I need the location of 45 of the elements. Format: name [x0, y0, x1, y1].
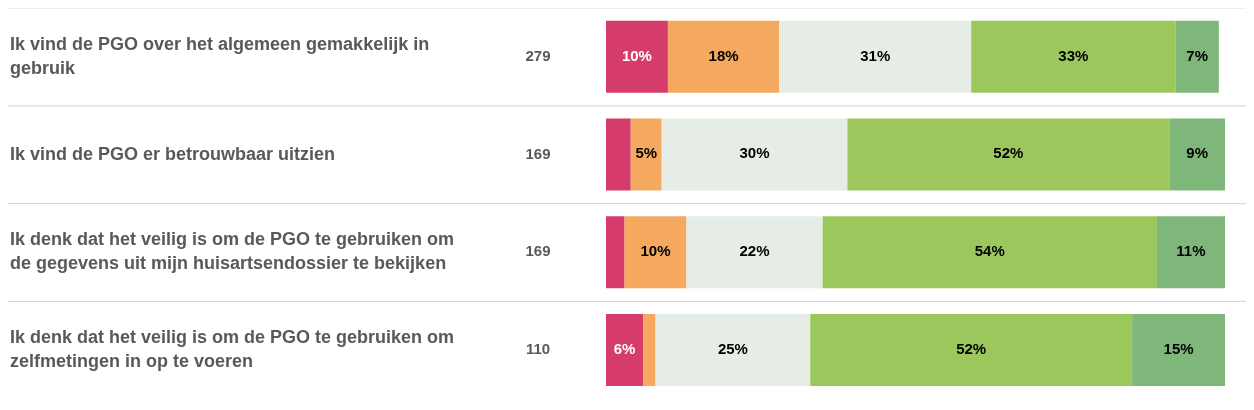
- bar: [686, 216, 823, 289]
- y-tick-label: Ik denk dat het veilig is om de PGO te gebruiken om de gegevens uit mijn huisartsendossier te bekijken: [10, 229, 455, 274]
- data-label: 10%: [640, 242, 671, 260]
- bar: [606, 20, 668, 93]
- bar: [606, 216, 625, 289]
- bar: [624, 216, 687, 289]
- bar: [971, 20, 1176, 93]
- data-label: 52%: [993, 144, 1024, 162]
- bar: [630, 118, 662, 191]
- bar: [847, 118, 1170, 191]
- data-label: 5%: [635, 144, 658, 162]
- data-label: 6%: [613, 339, 636, 357]
- data-label: 22%: [739, 242, 770, 260]
- bar: [643, 313, 656, 386]
- data-label: 15%: [1163, 339, 1194, 357]
- bar: [1132, 313, 1225, 386]
- text: 169: [525, 242, 551, 260]
- data-label: 25%: [717, 339, 748, 357]
- data-label: 7%: [1186, 46, 1208, 64]
- data-label: 33%: [1058, 46, 1089, 64]
- y-tick-label: Ik vind de PGO over het algemeen gemakkelijk in gebruik: [10, 33, 430, 78]
- bar: [667, 20, 780, 93]
- text: 279: [525, 46, 551, 64]
- text: 110: [525, 340, 551, 358]
- bar: [1156, 216, 1225, 289]
- bar: [661, 118, 848, 191]
- data-label: 54%: [974, 242, 1005, 260]
- data-label: 9%: [1186, 144, 1208, 162]
- y-tick-label: Ik denk dat het veilig is om de PGO te gebruiken om zelfmetingen in op te voeren: [10, 326, 455, 371]
- bar: [606, 313, 644, 386]
- data-label: 30%: [739, 144, 770, 162]
- data-label: 10%: [621, 46, 652, 64]
- data-label: 18%: [708, 46, 739, 64]
- bar: [779, 20, 972, 93]
- bar: [822, 216, 1157, 289]
- bar: [606, 118, 631, 191]
- bar: [810, 313, 1133, 386]
- bar: [1175, 20, 1219, 93]
- text: 169: [525, 144, 551, 162]
- bar: [1169, 118, 1225, 191]
- data-label: 11%: [1176, 242, 1206, 260]
- data-label: 52%: [956, 339, 987, 357]
- bar: [655, 313, 811, 386]
- y-tick-label: Ik vind de PGO er betrouwbaar uitzien: [10, 143, 336, 164]
- data-label: 31%: [860, 46, 891, 64]
